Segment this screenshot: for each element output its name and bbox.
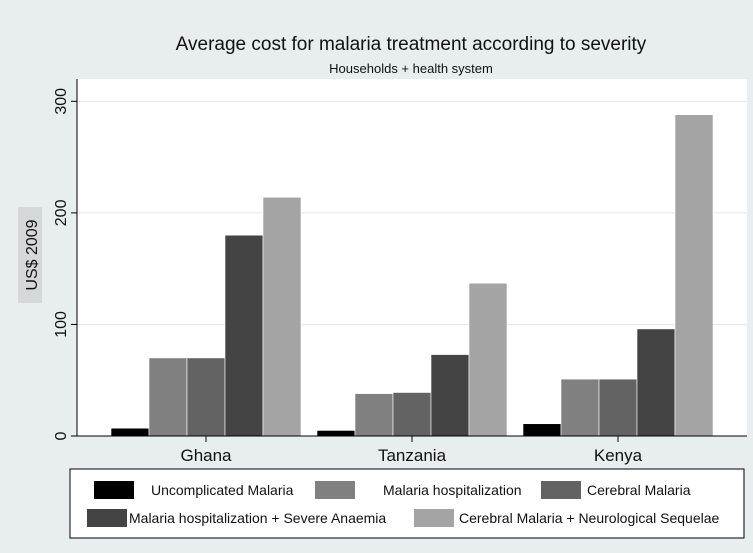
bar bbox=[262, 196, 302, 437]
bar bbox=[560, 378, 600, 437]
bar bbox=[636, 328, 676, 437]
legend-label: Cerebral Malaria bbox=[587, 482, 691, 498]
bar bbox=[316, 430, 356, 437]
bar bbox=[674, 114, 714, 437]
y-tick-label: 0 bbox=[53, 431, 70, 440]
bar bbox=[468, 282, 508, 437]
legend: Uncomplicated Malaria Malaria hospitaliza… bbox=[87, 481, 720, 527]
legend-label: Cerebral Malaria + Neurological Sequelae bbox=[459, 510, 720, 526]
bar bbox=[224, 234, 264, 437]
bar bbox=[598, 378, 638, 437]
bar bbox=[354, 393, 394, 437]
legend-swatch bbox=[87, 509, 127, 527]
y-tick-label: 200 bbox=[53, 199, 70, 226]
bar bbox=[148, 357, 188, 437]
legend-swatch bbox=[94, 481, 134, 499]
x-category-labels: Ghana Tanzania Kenya bbox=[180, 436, 643, 465]
x-category-label: Tanzania bbox=[378, 446, 447, 465]
chart-title: Average cost for malaria treatment accor… bbox=[176, 34, 647, 55]
y-axis-label: US$ 2009 bbox=[24, 219, 41, 290]
y-axis-label-highlight bbox=[18, 207, 42, 303]
legend-swatch bbox=[414, 509, 454, 527]
bars bbox=[110, 114, 714, 437]
bar bbox=[522, 423, 562, 437]
grid-lines bbox=[77, 100, 747, 325]
legend-label: Malaria hospitalization + Severe Anaemia bbox=[129, 510, 386, 526]
legend-box bbox=[69, 468, 745, 539]
y-tick-label: 100 bbox=[53, 311, 70, 338]
legend-swatch bbox=[541, 481, 581, 499]
x-category-label: Ghana bbox=[180, 446, 232, 465]
x-category-label: Kenya bbox=[594, 446, 643, 465]
legend-label: Uncomplicated Malaria bbox=[151, 482, 294, 498]
bar bbox=[110, 427, 150, 437]
bar bbox=[430, 354, 470, 437]
bar bbox=[186, 357, 226, 437]
legend-label: Malaria hospitalization bbox=[383, 482, 522, 498]
legend-swatch bbox=[315, 481, 355, 499]
y-tick-label: 300 bbox=[53, 88, 70, 115]
chart-subtitle: Households + health system bbox=[329, 61, 493, 76]
bar bbox=[392, 392, 432, 437]
y-ticks: 0 100 200 300 bbox=[53, 88, 77, 440]
